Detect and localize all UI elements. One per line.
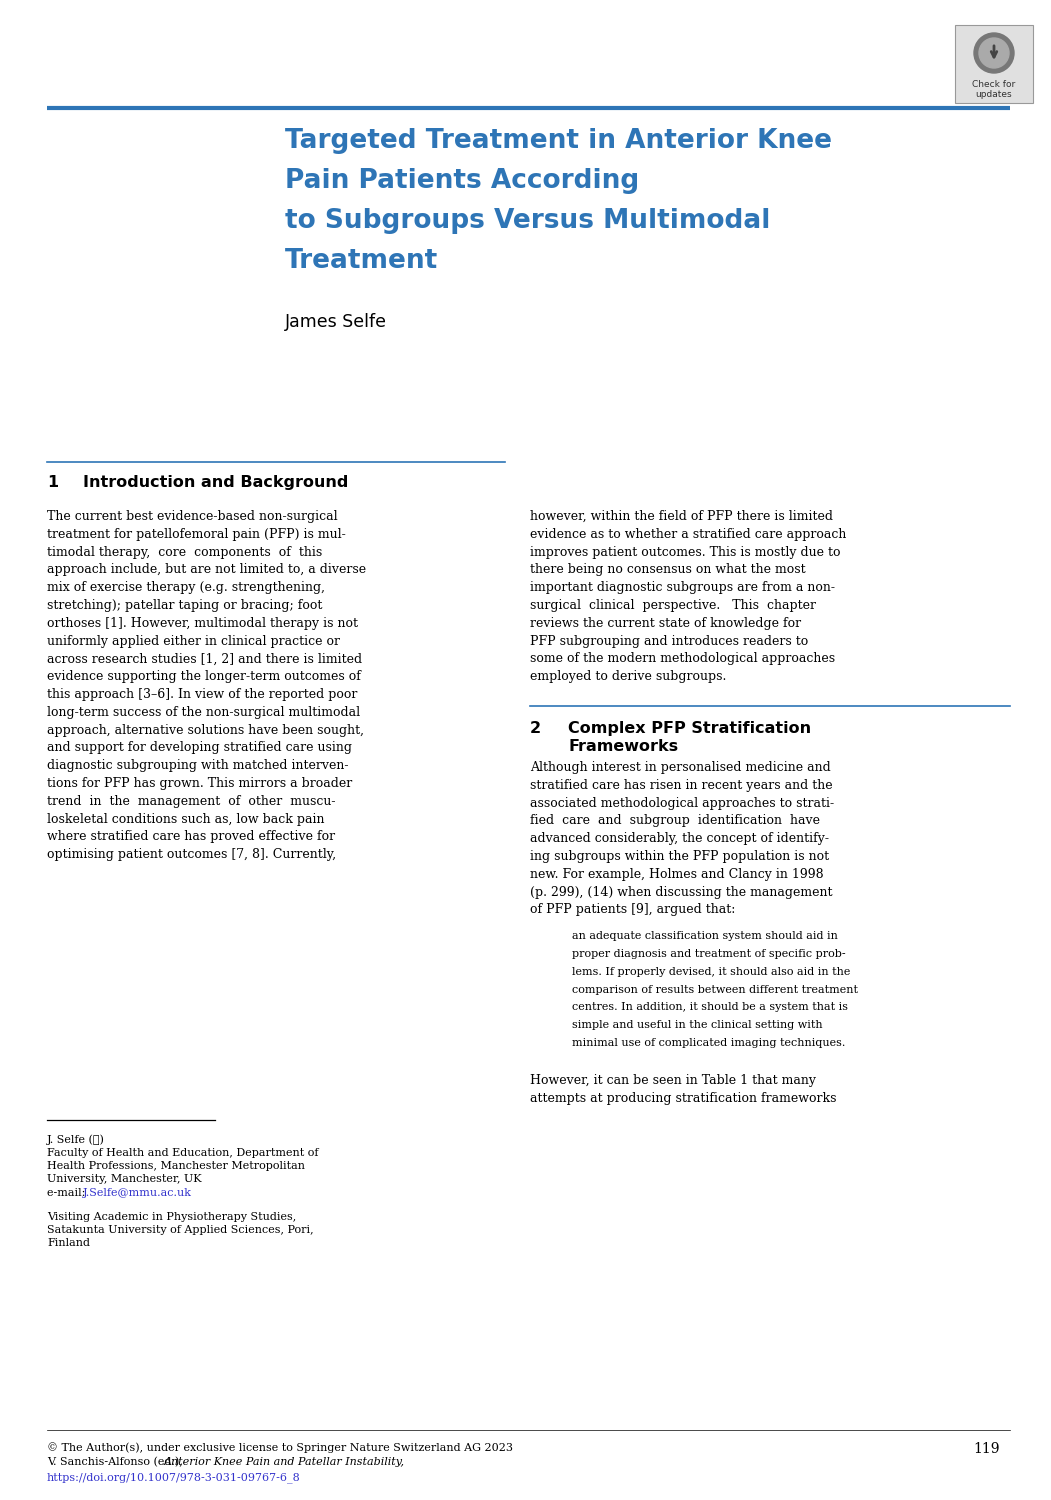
Bar <box>955 26 1033 104</box>
Text: of PFP patients [9], argued that:: of PFP patients [9], argued that: <box>530 903 736 916</box>
Text: © The Author(s), under exclusive license to Springer Nature Switzerland AG 2023: © The Author(s), under exclusive license… <box>47 1442 513 1454</box>
Text: (p. 299), (14) when discussing the management: (p. 299), (14) when discussing the manag… <box>530 885 832 898</box>
Text: Satakunta University of Applied Sciences, Pori,: Satakunta University of Applied Sciences… <box>47 1226 313 1234</box>
Text: evidence as to whether a stratified care approach: evidence as to whether a stratified care… <box>530 528 846 542</box>
Text: The current best evidence-based non-surgical: The current best evidence-based non-surg… <box>47 510 337 524</box>
Text: orthoses [1]. However, multimodal therapy is not: orthoses [1]. However, multimodal therap… <box>47 616 358 630</box>
Text: minimal use of complicated imaging techniques.: minimal use of complicated imaging techn… <box>572 1038 845 1048</box>
Text: new. For example, Holmes and Clancy in 1998: new. For example, Holmes and Clancy in 1… <box>530 868 824 880</box>
Text: proper diagnosis and treatment of specific prob-: proper diagnosis and treatment of specif… <box>572 950 846 958</box>
Text: diagnostic subgrouping with matched interven-: diagnostic subgrouping with matched inte… <box>47 759 349 772</box>
Text: Visiting Academic in Physiotherapy Studies,: Visiting Academic in Physiotherapy Studi… <box>47 1212 296 1221</box>
Circle shape <box>978 38 1009 68</box>
Text: evidence supporting the longer-term outcomes of: evidence supporting the longer-term outc… <box>47 670 360 682</box>
Text: e-mail:: e-mail: <box>47 1188 89 1198</box>
Text: advanced considerably, the concept of identify-: advanced considerably, the concept of id… <box>530 833 829 844</box>
Text: stretching); patellar taping or bracing; foot: stretching); patellar taping or bracing;… <box>47 598 323 612</box>
Text: 119: 119 <box>973 1442 1000 1456</box>
Text: associated methodological approaches to strati-: associated methodological approaches to … <box>530 796 834 810</box>
Text: improves patient outcomes. This is mostly due to: improves patient outcomes. This is mostl… <box>530 546 841 558</box>
Text: stratified care has risen in recent years and the: stratified care has risen in recent year… <box>530 778 832 792</box>
Text: PFP subgrouping and introduces readers to: PFP subgrouping and introduces readers t… <box>530 634 808 648</box>
Text: simple and useful in the clinical setting with: simple and useful in the clinical settin… <box>572 1020 823 1031</box>
Text: to Subgroups Versus Multimodal: to Subgroups Versus Multimodal <box>285 209 770 234</box>
Text: attempts at producing stratification frameworks: attempts at producing stratification fra… <box>530 1092 837 1104</box>
Text: J.Selfe@mmu.ac.uk: J.Selfe@mmu.ac.uk <box>83 1188 192 1198</box>
Text: fied  care  and  subgroup  identification  have: fied care and subgroup identification ha… <box>530 815 820 828</box>
Text: employed to derive subgroups.: employed to derive subgroups. <box>530 670 726 682</box>
Text: lems. If properly devised, it should also aid in the: lems. If properly devised, it should als… <box>572 968 850 976</box>
Text: reviews the current state of knowledge for: reviews the current state of knowledge f… <box>530 616 801 630</box>
Text: mix of exercise therapy (e.g. strengthening,: mix of exercise therapy (e.g. strengthen… <box>47 580 325 594</box>
Text: However, it can be seen in Table 1 that many: However, it can be seen in Table 1 that … <box>530 1074 816 1088</box>
Text: surgical  clinical  perspective.   This  chapter: surgical clinical perspective. This chap… <box>530 598 816 612</box>
Text: long-term success of the non-surgical multimodal: long-term success of the non-surgical mu… <box>47 706 360 718</box>
Text: however, within the field of PFP there is limited: however, within the field of PFP there i… <box>530 510 833 524</box>
Text: Faculty of Health and Education, Department of: Faculty of Health and Education, Departm… <box>47 1148 318 1158</box>
Text: Targeted Treatment in Anterior Knee: Targeted Treatment in Anterior Knee <box>285 128 832 154</box>
Text: important diagnostic subgroups are from a non-: important diagnostic subgroups are from … <box>530 580 834 594</box>
Text: Complex PFP Stratification: Complex PFP Stratification <box>568 722 811 736</box>
Text: timodal therapy,  core  components  of  this: timodal therapy, core components of this <box>47 546 323 558</box>
Text: trend  in  the  management  of  other  muscu-: trend in the management of other muscu- <box>47 795 335 808</box>
Text: centres. In addition, it should be a system that is: centres. In addition, it should be a sys… <box>572 1002 848 1013</box>
Text: uniformly applied either in clinical practice or: uniformly applied either in clinical pra… <box>47 634 341 648</box>
Text: Treatment: Treatment <box>285 248 438 274</box>
Text: approach, alternative solutions have been sought,: approach, alternative solutions have bee… <box>47 723 364 736</box>
Text: Anterior Knee Pain and Patellar Instability,: Anterior Knee Pain and Patellar Instabil… <box>164 1456 405 1467</box>
Circle shape <box>974 33 1014 74</box>
Text: and support for developing stratified care using: and support for developing stratified ca… <box>47 741 352 754</box>
Text: across research studies [1, 2] and there is limited: across research studies [1, 2] and there… <box>47 652 363 666</box>
Text: Frameworks: Frameworks <box>568 740 678 754</box>
Text: tions for PFP has grown. This mirrors a broader: tions for PFP has grown. This mirrors a … <box>47 777 352 790</box>
Text: Introduction and Background: Introduction and Background <box>83 476 348 490</box>
Text: this approach [3–6]. In view of the reported poor: this approach [3–6]. In view of the repo… <box>47 688 357 700</box>
Text: loskeletal conditions such as, low back pain: loskeletal conditions such as, low back … <box>47 813 325 825</box>
Text: J. Selfe (✉): J. Selfe (✉) <box>47 1134 105 1144</box>
Text: Health Professions, Manchester Metropolitan: Health Professions, Manchester Metropoli… <box>47 1161 305 1172</box>
Text: James Selfe: James Selfe <box>285 314 387 332</box>
Text: 1: 1 <box>47 476 58 490</box>
Text: approach include, but are not limited to, a diverse: approach include, but are not limited to… <box>47 564 366 576</box>
Text: updates: updates <box>975 90 1012 99</box>
Text: Although interest in personalised medicine and: Although interest in personalised medici… <box>530 760 830 774</box>
Text: optimising patient outcomes [7, 8]. Currently,: optimising patient outcomes [7, 8]. Curr… <box>47 847 336 861</box>
Text: there being no consensus on what the most: there being no consensus on what the mos… <box>530 564 806 576</box>
Text: Check for: Check for <box>972 80 1015 88</box>
Text: ing subgroups within the PFP population is not: ing subgroups within the PFP population … <box>530 850 829 862</box>
Text: V. Sanchis-Alfonso (ed.),: V. Sanchis-Alfonso (ed.), <box>47 1456 186 1467</box>
Text: Pain Patients According: Pain Patients According <box>285 168 639 194</box>
Text: https://doi.org/10.1007/978-3-031-09767-6_8: https://doi.org/10.1007/978-3-031-09767-… <box>47 1472 301 1482</box>
Text: where stratified care has proved effective for: where stratified care has proved effecti… <box>47 831 335 843</box>
Text: Finland: Finland <box>47 1239 90 1248</box>
Text: comparison of results between different treatment: comparison of results between different … <box>572 984 858 994</box>
Text: 2: 2 <box>530 722 541 736</box>
Text: treatment for patellofemoral pain (PFP) is mul-: treatment for patellofemoral pain (PFP) … <box>47 528 346 542</box>
Text: some of the modern methodological approaches: some of the modern methodological approa… <box>530 652 836 666</box>
Text: an adequate classification system should aid in: an adequate classification system should… <box>572 932 838 940</box>
Text: University, Manchester, UK: University, Manchester, UK <box>47 1174 202 1185</box>
